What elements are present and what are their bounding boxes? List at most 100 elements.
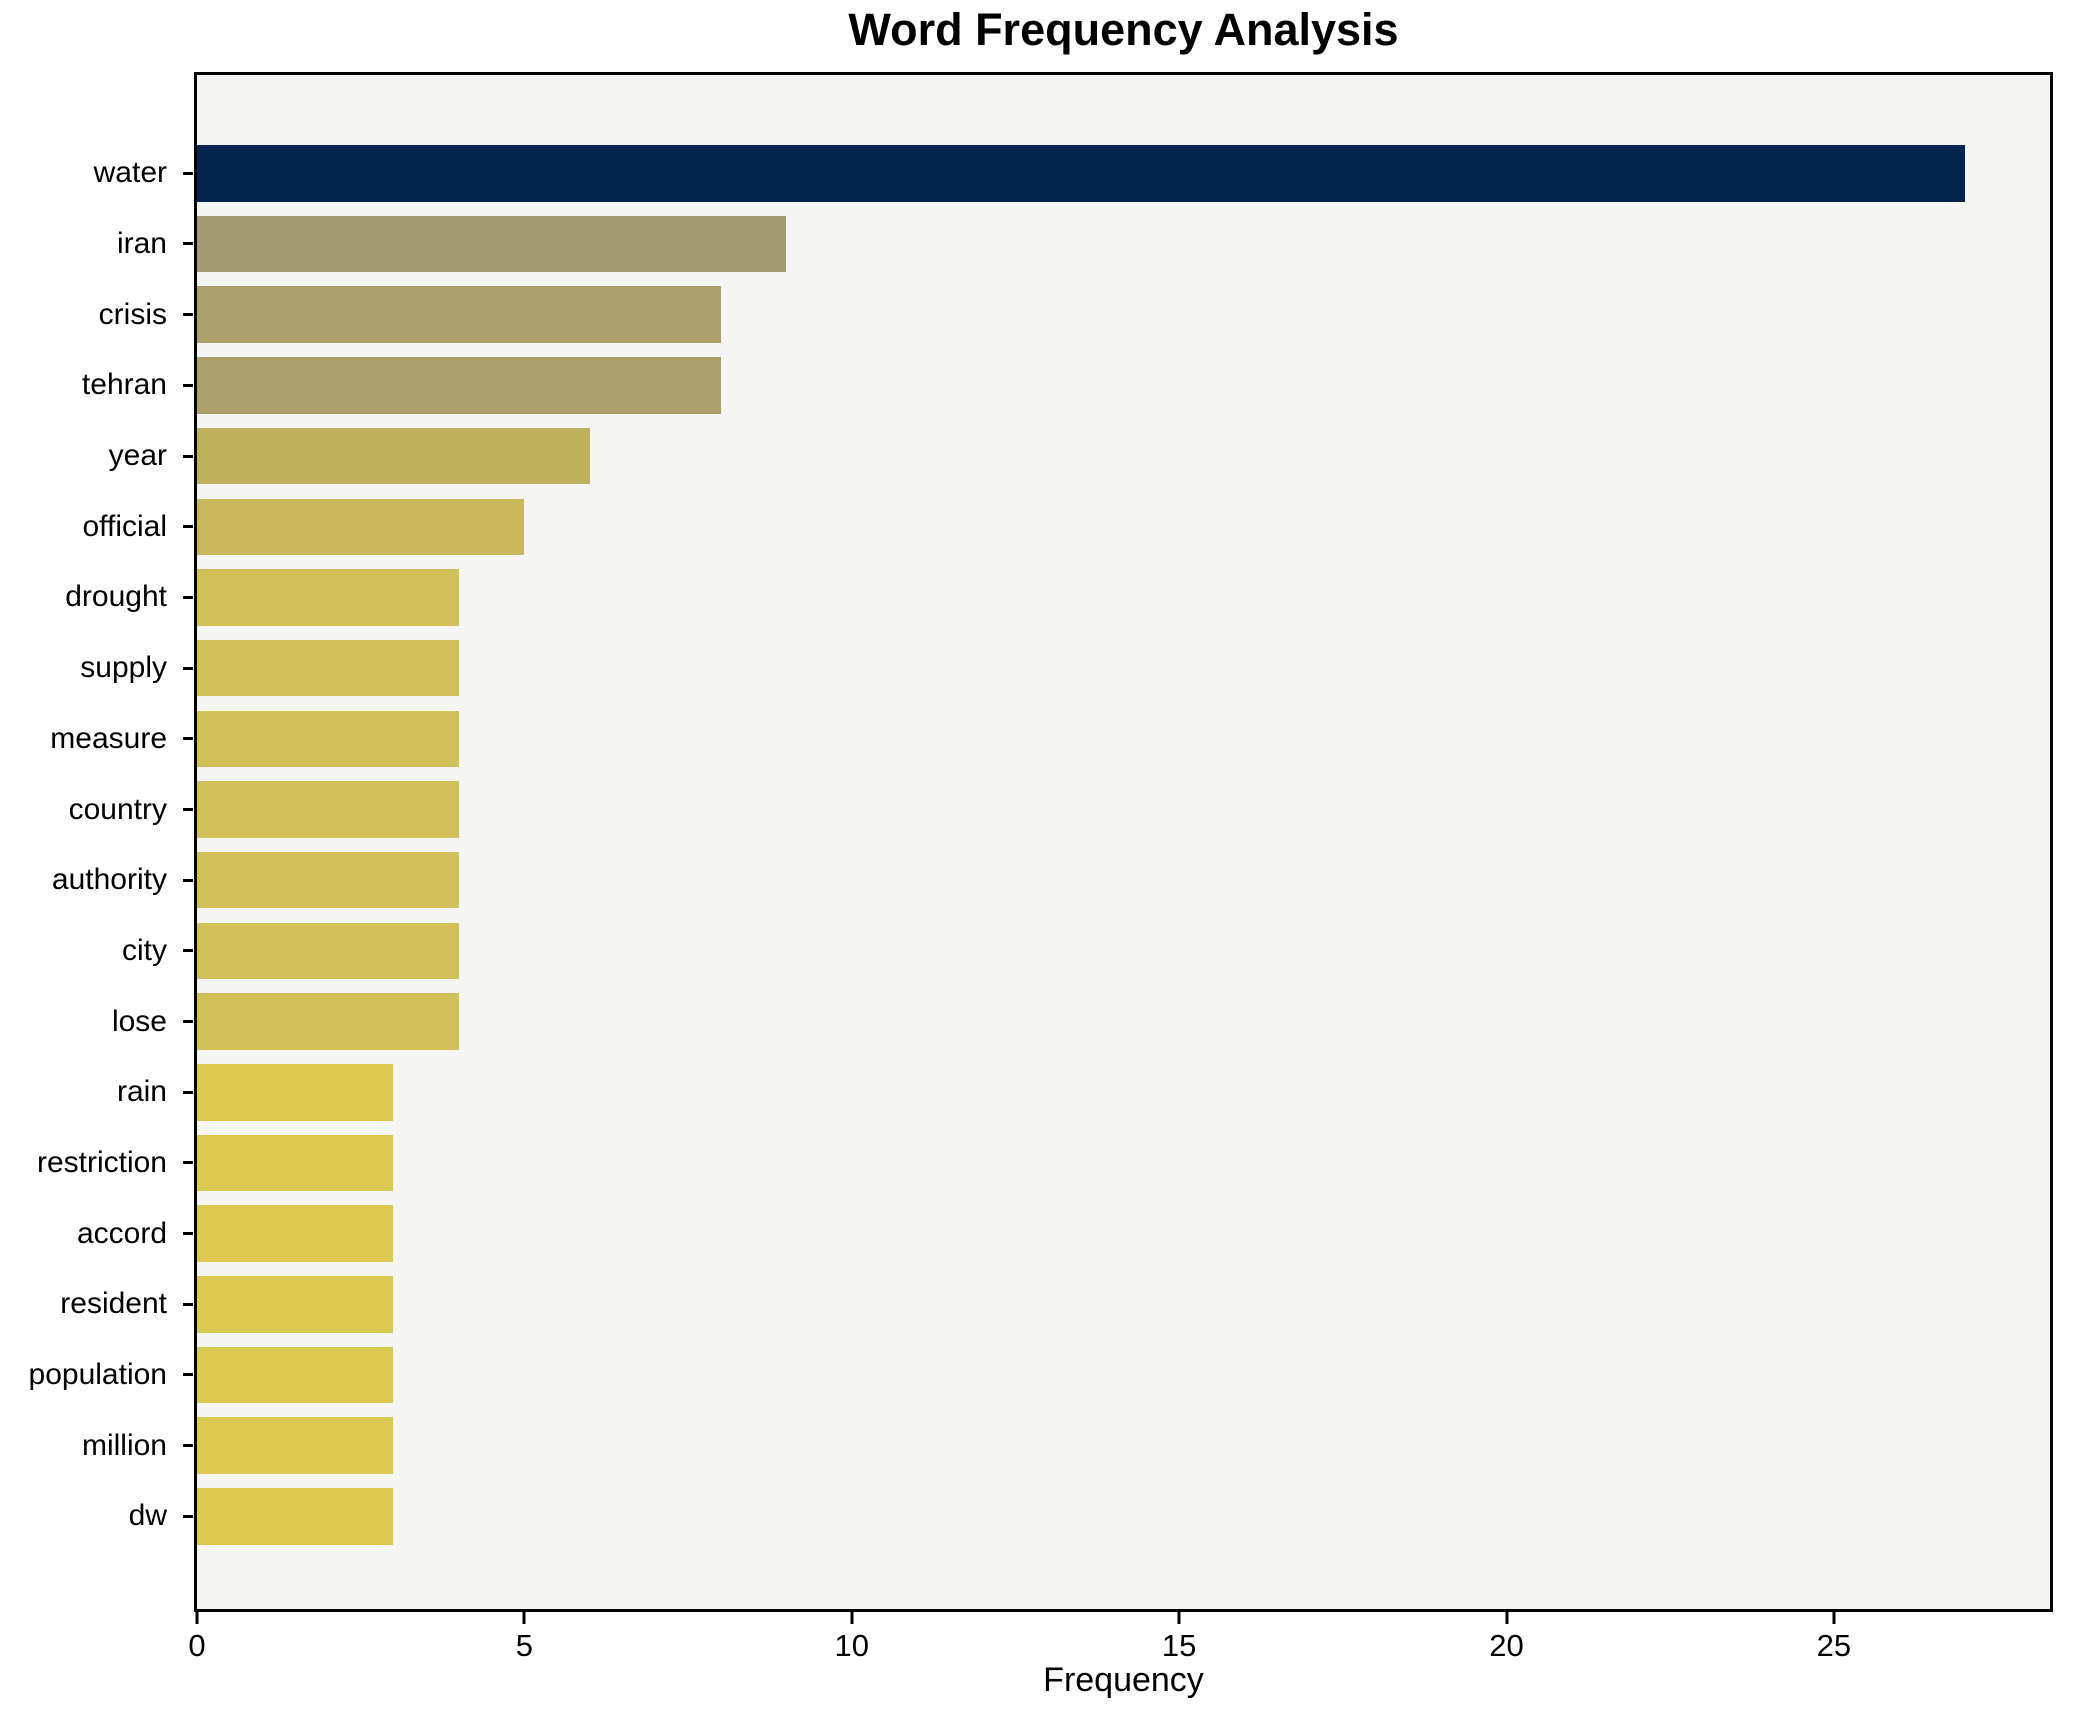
y-axis-label: tehran — [0, 350, 194, 421]
y-axis-label-text: lose — [111, 1004, 167, 1038]
bar-measure — [197, 710, 459, 768]
bar-rain — [197, 1064, 394, 1121]
x-tick-label: 0 — [188, 1628, 206, 1663]
y-axis-label-text: authority — [51, 863, 167, 897]
y-axis-label-text: population — [28, 1358, 167, 1392]
x-tick-label: 15 — [1161, 1628, 1197, 1663]
x-axis-label: Frequency — [1043, 1661, 1204, 1699]
y-tick-mark — [183, 878, 193, 882]
y-tick-mark — [183, 949, 193, 953]
y-tick-mark — [183, 1020, 193, 1024]
bar-population — [197, 1346, 394, 1404]
y-tick-mark — [183, 454, 193, 458]
x-tick-mark — [1505, 1612, 1509, 1624]
bar-row — [197, 1198, 2050, 1269]
y-tick-mark — [183, 383, 193, 387]
bar-row — [197, 491, 2050, 562]
plot-area — [194, 72, 2053, 1612]
x-tick-label: 10 — [834, 1628, 870, 1663]
x-tick-mark — [1177, 1612, 1181, 1624]
y-axis-label: country — [0, 774, 194, 845]
y-axis-labels: water iran crisis tehran year official drought… — [0, 138, 194, 1552]
y-axis-label: supply — [0, 633, 194, 704]
bar-row — [197, 1340, 2050, 1411]
y-axis-label: year — [0, 421, 194, 492]
bar-row — [197, 845, 2050, 916]
bar-tehran — [197, 357, 721, 414]
y-axis-label-text: million — [81, 1428, 167, 1462]
y-tick-mark — [183, 1161, 193, 1165]
x-tick-mark — [850, 1612, 854, 1624]
bar-row — [197, 421, 2050, 492]
bar-crisis — [197, 286, 721, 343]
y-axis-label-text: crisis — [98, 297, 167, 331]
y-axis-label-text: iran — [116, 227, 167, 261]
y-axis-label-text: resident — [60, 1287, 167, 1321]
y-axis-label: authority — [0, 845, 194, 916]
y-tick-mark — [183, 1232, 193, 1236]
y-tick-mark — [183, 595, 193, 599]
bar-iran — [197, 215, 787, 273]
bar-year — [197, 427, 590, 485]
y-axis-label: measure — [0, 704, 194, 775]
y-axis-label-text: official — [82, 509, 168, 543]
bar-row — [197, 279, 2050, 350]
y-tick-mark — [183, 1302, 193, 1306]
bar-dw — [197, 1488, 394, 1545]
y-axis-label-text: measure — [50, 721, 167, 755]
x-tick-label: 20 — [1489, 1628, 1524, 1663]
y-axis-label-text: supply — [80, 651, 167, 685]
y-tick-mark — [183, 525, 193, 529]
bar-row — [197, 633, 2050, 704]
y-axis-label: population — [0, 1340, 194, 1411]
y-tick-mark — [183, 313, 193, 317]
bar-official — [197, 498, 525, 556]
y-axis-label: city — [0, 916, 194, 987]
bar-row — [197, 1410, 2050, 1481]
bar-city — [197, 922, 459, 980]
y-axis-label: restriction — [0, 1128, 194, 1199]
x-tick-label: 25 — [1816, 1628, 1852, 1663]
y-axis-label: dw — [0, 1481, 194, 1552]
y-axis-label: resident — [0, 1269, 194, 1340]
y-axis-label-text: dw — [128, 1499, 167, 1533]
bar-row — [197, 1057, 2050, 1128]
y-axis-label-text: city — [122, 933, 167, 967]
y-axis-label: crisis — [0, 279, 194, 350]
y-tick-mark — [183, 1090, 193, 1094]
y-axis-label-text: year — [108, 439, 167, 473]
y-axis-label-text: tehran — [81, 368, 167, 402]
y-tick-mark — [183, 666, 193, 670]
y-axis-label: drought — [0, 562, 194, 633]
chart-title: Word Frequency Analysis — [848, 4, 1399, 55]
x-tick-mark — [522, 1612, 526, 1624]
bar-row — [197, 1481, 2050, 1552]
bar-lose — [197, 993, 459, 1050]
y-tick-mark — [183, 242, 193, 246]
bar-row — [197, 209, 2050, 280]
y-axis-label: official — [0, 491, 194, 562]
bar-row — [197, 1128, 2050, 1199]
y-axis-label-text: accord — [76, 1216, 167, 1250]
x-tick-label: 5 — [515, 1628, 533, 1663]
y-tick-mark — [183, 737, 193, 741]
y-axis-label-text: restriction — [36, 1145, 167, 1179]
bar-row — [197, 774, 2050, 845]
y-axis-label: water — [0, 138, 194, 209]
y-axis-label: million — [0, 1410, 194, 1481]
bar-rows — [197, 138, 2050, 1552]
bar-country — [197, 781, 459, 838]
bar-authority — [197, 851, 459, 909]
y-axis-label: accord — [0, 1198, 194, 1269]
x-axis-ticks: 0 5 10 15 20 25 — [188, 1612, 2050, 1682]
y-axis-label: rain — [0, 1057, 194, 1128]
y-axis-label-text: drought — [65, 580, 167, 614]
bar-row — [197, 986, 2050, 1057]
bar-million — [197, 1417, 394, 1474]
bar-restriction — [197, 1134, 394, 1192]
bar-resident — [197, 1276, 394, 1333]
bar-row — [197, 562, 2050, 633]
y-axis-label: lose — [0, 986, 194, 1057]
y-tick-mark — [183, 1444, 193, 1448]
